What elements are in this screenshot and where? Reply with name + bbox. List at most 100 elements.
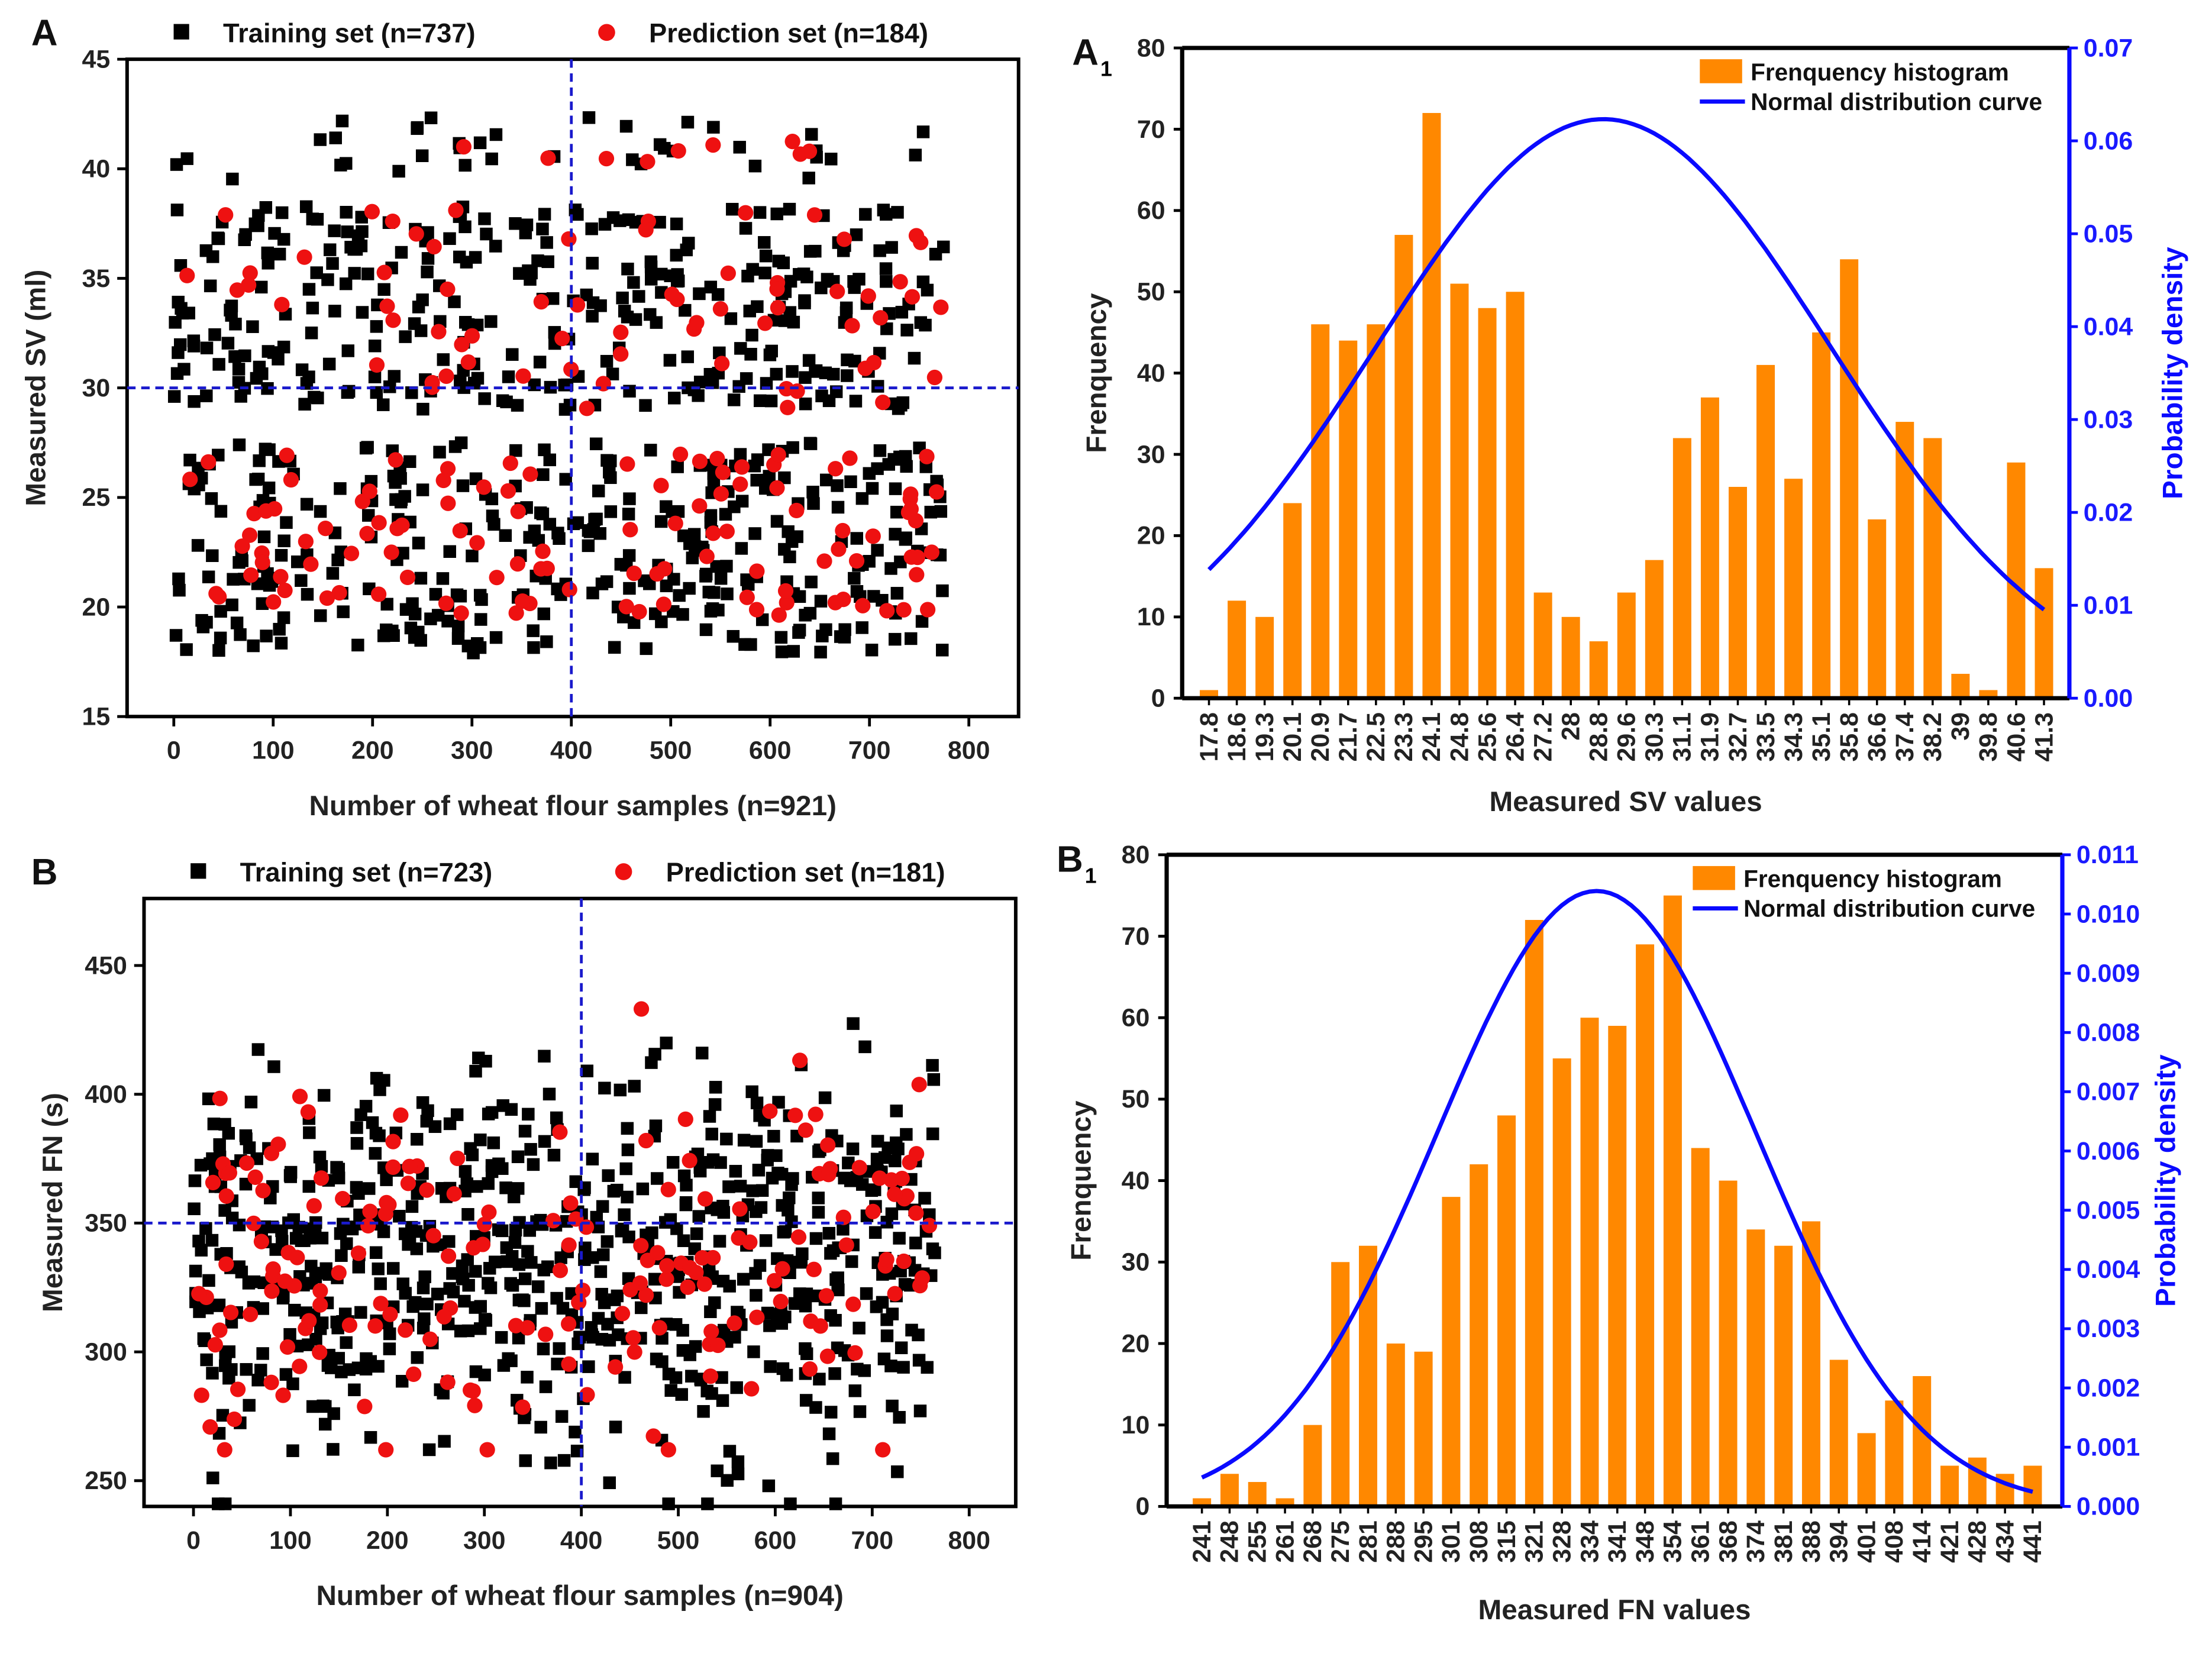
prediction-point: [515, 368, 531, 384]
training-point: [387, 1262, 400, 1275]
histogram-bar: [1868, 519, 1887, 699]
training-point: [227, 573, 240, 586]
x-tick-label: 300: [451, 737, 493, 765]
training-point: [745, 1085, 758, 1099]
training-point: [774, 631, 788, 644]
training-point: [655, 1355, 669, 1368]
prediction-point: [792, 146, 808, 162]
training-point: [880, 275, 893, 288]
prediction-point: [928, 484, 945, 500]
training-point: [467, 646, 480, 660]
training-point: [309, 1332, 322, 1346]
training-point: [758, 482, 772, 495]
training-point: [509, 444, 522, 457]
training-point: [212, 1497, 225, 1510]
training-point: [263, 443, 276, 456]
prediction-point: [312, 1283, 328, 1299]
histogram-bar: [1913, 1376, 1932, 1507]
training-point: [582, 111, 596, 124]
training-point: [582, 1360, 595, 1373]
x-tick-label: 0: [167, 737, 181, 765]
histogram-bar: [1923, 438, 1942, 699]
histogram-bar: [1617, 592, 1636, 699]
training-point: [785, 1215, 798, 1228]
training-point: [697, 1405, 710, 1418]
training-point: [416, 402, 430, 416]
training-point: [537, 468, 550, 482]
training-point: [534, 1213, 547, 1227]
training-point: [408, 631, 421, 644]
training-point: [321, 273, 334, 286]
training-point: [739, 222, 753, 235]
training-point: [859, 208, 872, 221]
x-tick-label: 500: [650, 737, 692, 765]
x-tick-label: 800: [948, 737, 990, 765]
prediction-point: [919, 448, 935, 464]
prediction-point: [702, 1368, 719, 1384]
histogram-bar: [1756, 364, 1775, 699]
histogram-bar: [1339, 340, 1358, 699]
training-point: [816, 629, 829, 642]
training-point: [527, 1158, 540, 1171]
training-point: [909, 148, 922, 162]
training-point: [848, 1384, 862, 1397]
training-point: [260, 629, 273, 642]
training-point: [213, 1138, 226, 1151]
prediction-point: [552, 1124, 568, 1140]
training-point: [786, 365, 799, 378]
training-point: [485, 152, 498, 166]
training-point: [200, 341, 214, 354]
training-point: [675, 1388, 688, 1401]
training-point: [309, 1270, 322, 1283]
prediction-point: [367, 1318, 383, 1334]
prediction-point: [561, 1356, 577, 1372]
training-point: [500, 395, 513, 409]
y-axis-label: Measured SV (ml): [21, 270, 52, 506]
training-point: [812, 1206, 825, 1219]
training-point: [858, 1040, 871, 1054]
training-point: [238, 349, 251, 363]
x-tick-label: 328: [1548, 1520, 1576, 1563]
training-point: [222, 1371, 235, 1385]
training-point: [705, 1387, 718, 1400]
prediction-point: [638, 222, 654, 238]
training-point: [462, 1278, 475, 1292]
training-point: [855, 1178, 869, 1191]
training-point: [795, 1255, 808, 1269]
training-point: [478, 392, 491, 405]
prediction-point: [385, 1134, 401, 1149]
training-point: [200, 1353, 213, 1367]
prediction-point: [212, 1322, 228, 1338]
prediction-point: [292, 1358, 308, 1374]
prediction-point: [848, 553, 865, 569]
training-point: [485, 1165, 499, 1178]
training-point: [784, 275, 797, 288]
prediction-point: [509, 556, 526, 572]
prediction-point: [514, 593, 531, 609]
training-point: [421, 252, 435, 265]
training-point: [544, 1457, 557, 1470]
prediction-point: [777, 583, 794, 599]
training-point: [225, 598, 238, 612]
prediction-point: [283, 472, 299, 488]
training-point: [824, 1406, 838, 1419]
histogram-bar: [1255, 616, 1274, 699]
training-point: [253, 360, 266, 374]
training-point: [204, 1157, 217, 1170]
training-point: [507, 1190, 521, 1203]
y-tick-label: 70: [1122, 922, 1150, 951]
plot-frame: [142, 896, 1018, 1509]
x-tick-label: 29.6: [1613, 712, 1641, 762]
y-tick-label: 60: [1122, 1004, 1150, 1032]
training-point: [729, 1165, 742, 1178]
training-point: [926, 1059, 939, 1072]
training-point: [326, 257, 339, 270]
training-point: [611, 1183, 624, 1197]
training-point: [807, 497, 820, 510]
prediction-point: [402, 1158, 418, 1174]
training-point: [188, 395, 201, 408]
histogram-B1: 0 10 20 30 40 50 60 70 80 0.000 0.001 0.002 0.003 0.0…: [1057, 839, 2182, 1626]
training-point: [670, 217, 683, 231]
training-point: [409, 1225, 423, 1238]
training-point: [751, 300, 764, 314]
